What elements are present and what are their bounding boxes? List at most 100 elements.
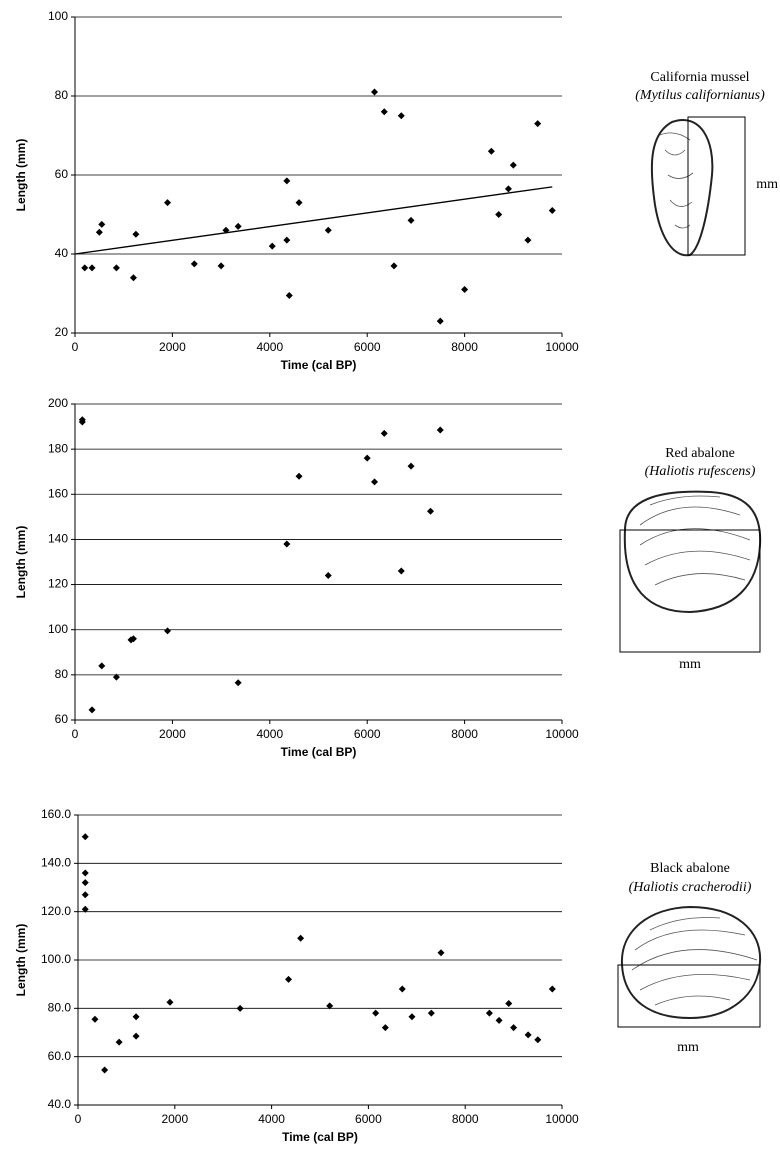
- y-tick-label: 100: [48, 622, 68, 636]
- data-point: [98, 662, 106, 670]
- species-scientific-name: (Haliotis rufescens): [645, 464, 756, 479]
- data-point: [164, 199, 172, 207]
- y-tick-label: 60.0: [48, 1049, 72, 1063]
- data-point: [129, 635, 137, 643]
- data-point: [509, 161, 517, 169]
- data-point: [101, 1066, 109, 1074]
- data-point: [285, 975, 293, 983]
- scale-unit: mm: [677, 1040, 699, 1055]
- y-tick-label: 160: [48, 486, 68, 500]
- data-point: [222, 226, 230, 234]
- data-point: [283, 177, 291, 185]
- data-point: [283, 540, 291, 548]
- data-point: [397, 112, 405, 120]
- x-axis-title: Time (cal BP): [281, 358, 357, 372]
- data-point: [166, 998, 174, 1006]
- data-point: [236, 1004, 244, 1012]
- y-axis-title: Length (mm): [14, 924, 28, 997]
- data-point: [112, 264, 120, 272]
- x-tick-label: 2000: [161, 1112, 188, 1126]
- data-point: [326, 1002, 334, 1010]
- data-point: [524, 236, 532, 244]
- data-point: [234, 222, 242, 230]
- y-tick-label: 160.0: [41, 807, 71, 821]
- data-point: [283, 236, 291, 244]
- species-scientific-name: (Haliotis cracherodii): [629, 880, 752, 895]
- data-point: [295, 199, 303, 207]
- x-tick-label: 0: [72, 340, 79, 354]
- data-point: [132, 1032, 140, 1040]
- data-point: [427, 1009, 435, 1017]
- y-tick-label: 120: [48, 577, 68, 591]
- data-point: [461, 286, 469, 294]
- data-point: [88, 264, 96, 272]
- species-common-name: Black abalone: [650, 861, 730, 876]
- data-point: [534, 1036, 542, 1044]
- y-tick-label: 120.0: [41, 904, 71, 918]
- x-tick-label: 0: [75, 1112, 82, 1126]
- data-point: [371, 88, 379, 96]
- data-point: [427, 507, 435, 515]
- data-point: [129, 274, 137, 282]
- y-tick-label: 200: [48, 396, 68, 410]
- data-point: [485, 1009, 493, 1017]
- data-point: [268, 242, 276, 250]
- data-point: [81, 869, 89, 877]
- data-point: [397, 567, 405, 575]
- data-point: [407, 462, 415, 470]
- x-tick-label: 8000: [451, 727, 478, 741]
- data-point: [88, 706, 96, 714]
- data-point: [91, 1015, 99, 1023]
- x-tick-label: 4000: [258, 1112, 285, 1126]
- data-point: [81, 905, 89, 913]
- data-point: [81, 879, 89, 887]
- y-tick-label: 40: [55, 246, 69, 260]
- y-tick-label: 60: [55, 167, 69, 181]
- data-point: [217, 262, 225, 270]
- data-point: [505, 1000, 513, 1007]
- data-point: [437, 949, 445, 957]
- data-point: [390, 262, 398, 270]
- x-tick-label: 2000: [159, 727, 186, 741]
- x-tick-label: 10000: [545, 727, 579, 741]
- red-abalone-drawing: [619, 490, 762, 653]
- data-point: [295, 472, 303, 480]
- x-tick-label: 6000: [354, 727, 381, 741]
- data-point: [487, 147, 495, 155]
- data-point: [78, 416, 86, 424]
- data-point: [380, 429, 388, 437]
- species-common-name: Red abalone: [665, 446, 735, 461]
- data-point: [510, 1024, 518, 1032]
- data-point: [285, 291, 293, 299]
- data-point: [98, 220, 106, 228]
- data-point: [436, 426, 444, 434]
- data-point: [524, 1031, 532, 1039]
- data-point: [132, 230, 140, 238]
- x-tick-label: 4000: [256, 727, 283, 741]
- black-abalone-drawing: [617, 905, 762, 1028]
- y-tick-label: 100: [48, 9, 68, 23]
- scale-unit: mm: [756, 177, 778, 192]
- data-point: [112, 673, 120, 681]
- y-axis-title: Length (mm): [14, 139, 28, 212]
- mussel-drawing: [650, 116, 746, 257]
- trendline: [74, 186, 553, 255]
- data-point: [495, 211, 503, 218]
- data-point: [371, 478, 379, 486]
- data-point: [234, 679, 242, 687]
- y-tick-label: 180: [48, 441, 68, 455]
- data-point: [324, 572, 332, 580]
- x-axis-title: Time (cal BP): [282, 1130, 358, 1144]
- data-point: [81, 833, 89, 841]
- data-point: [115, 1038, 123, 1046]
- y-tick-label: 80: [55, 667, 69, 681]
- data-point: [95, 228, 103, 236]
- x-tick-label: 10000: [545, 1112, 579, 1126]
- species-common-name: California mussel: [650, 70, 749, 85]
- scale-unit: mm: [679, 657, 701, 672]
- y-tick-label: 60: [55, 712, 69, 726]
- y-tick-label: 140: [48, 532, 68, 546]
- y-axis-title: Length (mm): [14, 526, 28, 599]
- data-point: [372, 1009, 380, 1017]
